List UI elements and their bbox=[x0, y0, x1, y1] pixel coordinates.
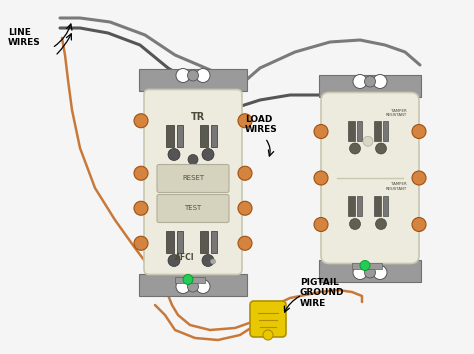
Circle shape bbox=[349, 143, 361, 154]
Circle shape bbox=[183, 274, 193, 285]
Bar bbox=[374, 120, 381, 141]
Circle shape bbox=[314, 171, 328, 185]
Bar bbox=[200, 230, 208, 252]
Bar bbox=[357, 120, 362, 141]
Bar bbox=[200, 125, 208, 147]
Circle shape bbox=[202, 148, 214, 160]
Bar bbox=[348, 120, 355, 141]
FancyBboxPatch shape bbox=[144, 90, 242, 274]
Bar bbox=[348, 196, 355, 216]
Bar bbox=[139, 69, 247, 91]
Circle shape bbox=[188, 154, 198, 165]
Circle shape bbox=[373, 266, 387, 280]
Circle shape bbox=[188, 70, 199, 81]
Circle shape bbox=[353, 74, 367, 88]
Bar bbox=[327, 92, 413, 263]
Bar bbox=[139, 274, 247, 296]
Circle shape bbox=[375, 218, 386, 229]
Bar bbox=[211, 230, 217, 252]
Text: RESET: RESET bbox=[182, 176, 204, 182]
Circle shape bbox=[238, 166, 252, 180]
Circle shape bbox=[238, 201, 252, 215]
Bar bbox=[319, 74, 421, 97]
Circle shape bbox=[363, 136, 373, 146]
Circle shape bbox=[196, 280, 210, 293]
Text: LOAD
WIRES: LOAD WIRES bbox=[245, 115, 278, 135]
Bar bbox=[383, 196, 388, 216]
Circle shape bbox=[314, 125, 328, 138]
Circle shape bbox=[168, 255, 180, 267]
Circle shape bbox=[360, 261, 370, 270]
Bar bbox=[147, 86, 239, 278]
FancyBboxPatch shape bbox=[157, 165, 229, 193]
Text: PIGTAIL
GROUND
WIRE: PIGTAIL GROUND WIRE bbox=[300, 278, 345, 308]
Circle shape bbox=[412, 171, 426, 185]
FancyBboxPatch shape bbox=[250, 301, 286, 337]
Circle shape bbox=[263, 330, 273, 340]
Circle shape bbox=[196, 69, 210, 82]
Circle shape bbox=[375, 143, 386, 154]
Text: TAMPER
RESISTANT: TAMPER RESISTANT bbox=[386, 182, 407, 190]
Bar bbox=[383, 120, 388, 141]
Text: LINE
WIRES: LINE WIRES bbox=[8, 28, 41, 47]
Bar bbox=[166, 230, 174, 252]
Bar bbox=[352, 263, 382, 268]
Bar bbox=[357, 196, 362, 216]
Bar bbox=[175, 276, 205, 282]
Bar bbox=[177, 125, 183, 147]
Circle shape bbox=[210, 259, 216, 264]
Circle shape bbox=[168, 148, 180, 160]
Text: TR: TR bbox=[191, 112, 205, 121]
Circle shape bbox=[134, 114, 148, 128]
Text: TAMPER
RESISTANT: TAMPER RESISTANT bbox=[386, 108, 407, 117]
Circle shape bbox=[238, 236, 252, 250]
Circle shape bbox=[134, 236, 148, 250]
FancyBboxPatch shape bbox=[157, 194, 229, 223]
Circle shape bbox=[412, 217, 426, 232]
Circle shape bbox=[353, 266, 367, 280]
Circle shape bbox=[365, 76, 375, 87]
Circle shape bbox=[314, 217, 328, 232]
Circle shape bbox=[365, 267, 375, 278]
FancyBboxPatch shape bbox=[321, 92, 419, 263]
Circle shape bbox=[238, 114, 252, 128]
Bar bbox=[166, 125, 174, 147]
Bar bbox=[374, 196, 381, 216]
Circle shape bbox=[202, 255, 214, 267]
Bar bbox=[319, 259, 421, 281]
Circle shape bbox=[134, 201, 148, 215]
Bar bbox=[211, 125, 217, 147]
Text: TEST: TEST bbox=[184, 206, 201, 211]
Circle shape bbox=[188, 281, 199, 292]
Circle shape bbox=[412, 125, 426, 138]
Circle shape bbox=[134, 166, 148, 180]
Bar bbox=[177, 230, 183, 252]
Circle shape bbox=[176, 280, 190, 293]
Circle shape bbox=[176, 69, 190, 82]
Circle shape bbox=[349, 218, 361, 229]
Text: AFCI: AFCI bbox=[175, 253, 195, 262]
Circle shape bbox=[373, 74, 387, 88]
